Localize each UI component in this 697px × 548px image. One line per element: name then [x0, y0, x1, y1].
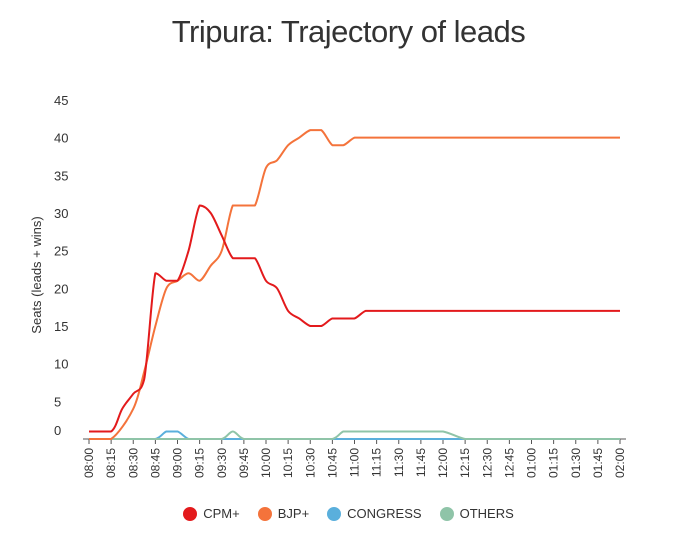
legend-item[interactable]: OTHERS [439, 506, 514, 521]
y-tick-label: 35 [54, 168, 68, 183]
series-layer [89, 129, 620, 440]
x-tick-label: 01:30 [569, 448, 583, 478]
y-tick-label: 30 [54, 206, 68, 221]
series-line-others [89, 430, 620, 440]
chart-title: Tripura: Trajectory of leads [171, 14, 526, 49]
x-tick-label: 11:30 [392, 448, 406, 477]
x-tick-label: 12:30 [480, 448, 494, 478]
y-axis-label: Seats (leads + wins) [29, 216, 44, 333]
y-tick-label: 10 [54, 357, 68, 372]
x-tick-label: 09:45 [237, 448, 251, 478]
legend-label: BJP+ [277, 506, 310, 521]
series-line-cpm [89, 204, 620, 433]
x-tick-label: 10:00 [259, 448, 273, 478]
x-tick-label: 12:45 [502, 448, 516, 478]
legend-swatch [257, 506, 272, 521]
x-tick-label: 10:30 [303, 448, 317, 478]
y-tick-label: 25 [54, 244, 68, 259]
x-tick-label: 01:15 [547, 448, 561, 478]
legend-swatch [439, 506, 454, 521]
series-line-congress [89, 430, 620, 440]
x-tick-label: 11:00 [348, 448, 362, 477]
x-tick-label: 12:15 [458, 448, 472, 478]
chart-axes: 0 5 10 15 20 25 30 35 40 45 08:00 08:15 08:30 08:45 09… [54, 93, 627, 478]
x-tick-label: 11:45 [414, 448, 428, 477]
legend-swatch [183, 506, 198, 521]
x-tick-label: 09:30 [215, 448, 229, 478]
legend-label: CPM+ [203, 506, 240, 521]
series-line-bjp [89, 129, 620, 440]
chart-legend: CPM+ BJP+ CONGRESS OTHERS [0, 506, 697, 521]
x-tick-label: 01:45 [591, 448, 605, 478]
legend-label: OTHERS [459, 506, 514, 521]
y-tick-label: 20 [54, 281, 68, 296]
y-tick-label: 45 [54, 93, 68, 108]
legend-swatch [327, 506, 342, 521]
y-tick-label: 40 [54, 131, 68, 146]
x-tick-label: 01:00 [525, 448, 539, 478]
x-tick-label: 10:15 [281, 448, 295, 478]
legend-label: CONGRESS [347, 506, 422, 521]
x-tick-label: 08:00 [82, 448, 96, 478]
x-tick-label: 09:00 [171, 448, 185, 478]
x-tick-label: 02:00 [613, 448, 627, 478]
x-tick-label: 08:45 [148, 448, 162, 478]
legend-item[interactable]: CPM+ [183, 506, 240, 521]
y-tick-label: 0 [54, 423, 61, 438]
x-tick-label: 10:45 [325, 448, 339, 478]
legend-item[interactable]: BJP+ [257, 506, 310, 521]
x-tick-label: 12:00 [436, 448, 450, 478]
y-tick-label: 5 [54, 394, 61, 409]
x-tick-label: 11:15 [370, 448, 384, 477]
x-tick-label: 08:15 [104, 448, 118, 478]
legend-item[interactable]: CONGRESS [327, 506, 422, 521]
x-tick-label: 09:15 [193, 448, 207, 478]
y-tick-label: 15 [54, 319, 68, 334]
x-tick-label: 08:30 [126, 448, 140, 478]
